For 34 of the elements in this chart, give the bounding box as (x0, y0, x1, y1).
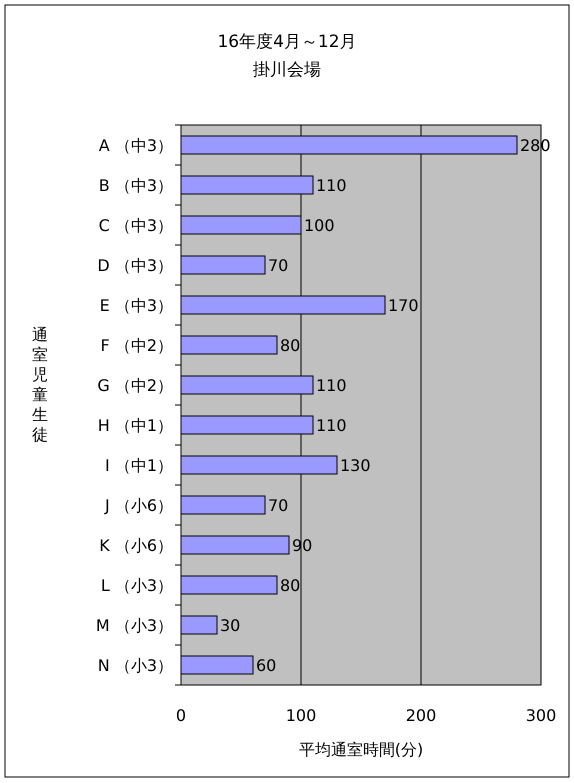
y-tick-label: N （小3） (98, 656, 173, 675)
x-axis-title: 平均通室時間(分) (298, 740, 424, 759)
chart-title: 16年度4月～12月 (217, 32, 357, 52)
y-tick-label: F （中2） (100, 336, 173, 355)
data-label: 170 (388, 296, 419, 315)
data-label: 80 (280, 576, 300, 595)
x-tick-label: 300 (526, 706, 556, 725)
y-tick-label: D （中3） (97, 256, 173, 275)
data-label: 110 (316, 376, 347, 395)
y-tick-label: J （小6） (104, 496, 173, 515)
y-tick-label: H （中1） (98, 416, 173, 435)
chart-subtitle: 掛川会場 (253, 60, 321, 80)
x-tick-label: 0 (176, 706, 186, 725)
y-axis-title: 通室児童生徒 (32, 325, 48, 444)
y-tick-label: E （中3） (100, 296, 173, 315)
y-tick-label: C （中3） (98, 216, 173, 235)
y-tick-label: K （小6） (99, 536, 173, 555)
data-label: 70 (268, 256, 288, 275)
data-label: 130 (340, 456, 371, 475)
data-label: 110 (316, 416, 347, 435)
data-label: 80 (280, 336, 300, 355)
data-label: 60 (256, 656, 276, 675)
y-tick-label: B （中3） (98, 176, 173, 195)
y-tick-label: A （中3） (98, 136, 173, 155)
x-tick-label: 100 (286, 706, 316, 725)
y-tick-label: G （中2） (97, 376, 173, 395)
y-tick-label: M （小3） (96, 616, 173, 635)
data-label: 110 (316, 176, 347, 195)
data-label: 70 (268, 496, 288, 515)
data-label: 30 (220, 616, 240, 635)
data-label: 100 (304, 216, 335, 235)
y-tick-label: L （小3） (100, 576, 173, 595)
x-tick-label: 200 (406, 706, 436, 725)
y-tick-label: I （中1） (105, 456, 173, 475)
